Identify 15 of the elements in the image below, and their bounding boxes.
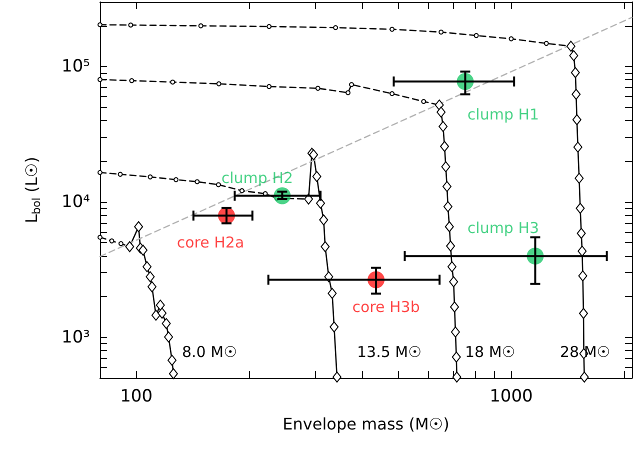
y-tick-label: 10⁵ <box>62 56 90 77</box>
x-tick-label: 100 <box>120 386 153 406</box>
y-tick-label: 10³ <box>62 327 90 348</box>
series-label: core H2a <box>176 234 244 252</box>
series-label: core H3b <box>352 298 420 316</box>
x-axis-title: Envelope mass (M☉) <box>282 414 450 434</box>
x-tick-label: 1000 <box>490 386 533 406</box>
series-label: clump H3 <box>467 219 540 238</box>
annotation: 8.0 M☉ <box>182 343 238 361</box>
y-axis-title: Lbol (L☉) <box>22 156 43 224</box>
annotation: 13.5 M☉ <box>357 343 422 361</box>
series-label: clump H1 <box>467 105 540 124</box>
annotation: 18 M☉ <box>465 343 516 361</box>
series-label: clump H2 <box>221 168 294 187</box>
y-tick-label: 10⁴ <box>62 192 90 212</box>
